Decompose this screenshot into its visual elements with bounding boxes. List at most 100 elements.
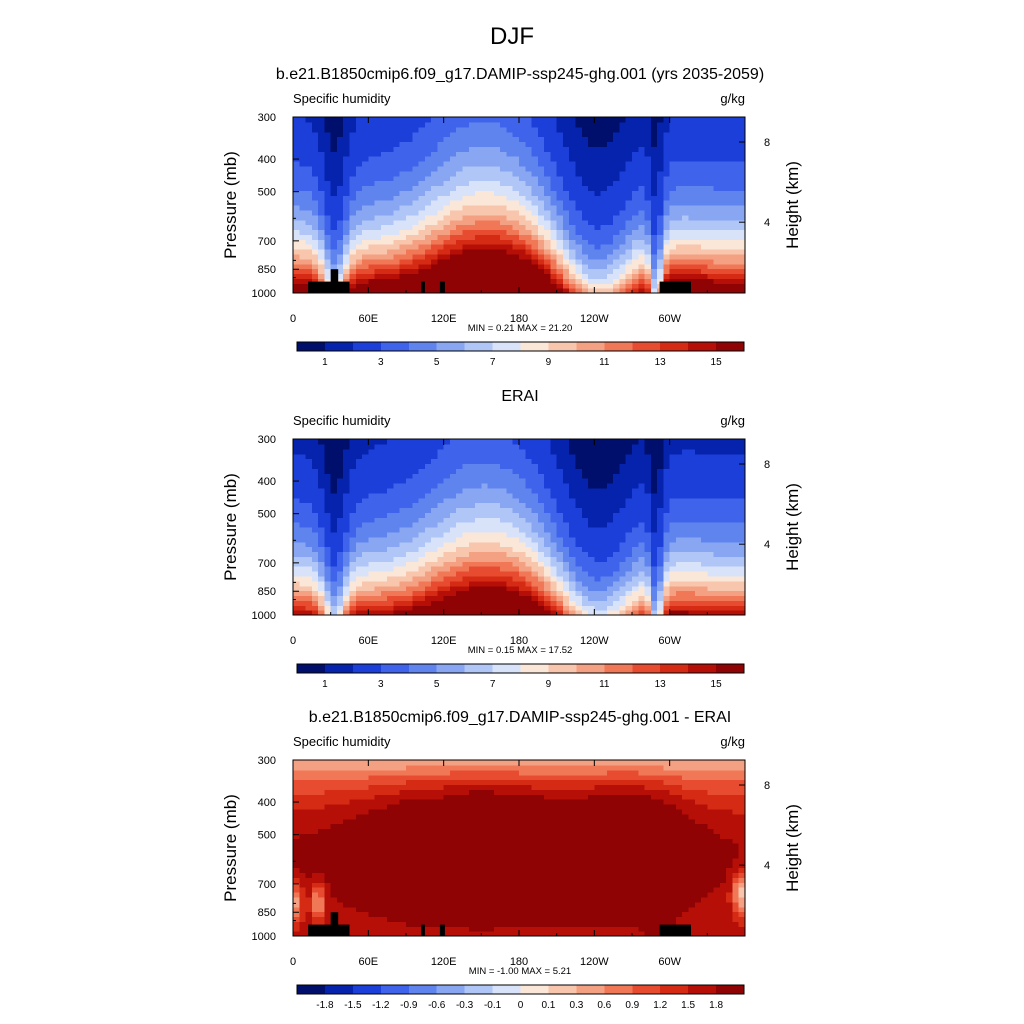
field-cell bbox=[594, 278, 602, 284]
field-cell bbox=[500, 283, 508, 289]
field-cell bbox=[663, 556, 671, 562]
field-cell bbox=[675, 161, 683, 167]
field-cell bbox=[355, 268, 363, 275]
field-cell bbox=[581, 175, 589, 182]
field-cell bbox=[493, 595, 501, 601]
field-cell bbox=[657, 117, 664, 123]
field-cell bbox=[594, 527, 602, 533]
field-cell bbox=[468, 151, 476, 157]
field-cell bbox=[519, 273, 526, 279]
field-cell bbox=[562, 219, 570, 226]
field-cell bbox=[512, 580, 520, 587]
field-cell bbox=[694, 556, 702, 562]
field-cell bbox=[418, 531, 426, 538]
field-cell bbox=[531, 473, 539, 479]
field-cell bbox=[299, 439, 307, 445]
field-cell bbox=[650, 141, 658, 147]
field-cell bbox=[393, 239, 401, 245]
field-cell bbox=[368, 536, 376, 543]
field-cell bbox=[299, 258, 307, 265]
field-cell bbox=[663, 561, 671, 567]
field-cell bbox=[318, 585, 325, 592]
field-cell bbox=[456, 283, 464, 289]
field-cell bbox=[613, 443, 621, 450]
colorbar bbox=[297, 342, 745, 351]
field-cell bbox=[506, 205, 514, 211]
field-cell bbox=[437, 175, 445, 182]
field-cell bbox=[562, 234, 570, 240]
field-cell bbox=[324, 121, 332, 128]
field-cell bbox=[487, 463, 495, 469]
field-cell bbox=[299, 244, 307, 250]
field-cell bbox=[305, 244, 313, 250]
field-cell bbox=[318, 448, 325, 455]
field-cell bbox=[305, 463, 313, 469]
field-cell bbox=[537, 575, 545, 582]
field-cell bbox=[675, 531, 683, 538]
field-cell bbox=[644, 151, 652, 157]
field-cell bbox=[299, 487, 307, 494]
field-cell bbox=[606, 258, 614, 265]
field-cell bbox=[355, 566, 363, 572]
field-cell bbox=[588, 141, 595, 147]
field-cell bbox=[412, 229, 420, 235]
field-cell bbox=[374, 531, 382, 538]
field-cell bbox=[556, 541, 564, 548]
field-cell bbox=[531, 541, 539, 548]
field-cell bbox=[393, 561, 401, 567]
field-cell bbox=[600, 507, 608, 513]
field-cell bbox=[311, 200, 319, 206]
field-cell bbox=[581, 288, 589, 294]
field-cell bbox=[293, 263, 300, 270]
field-cell bbox=[456, 571, 464, 577]
field-cell bbox=[619, 288, 627, 294]
field-cell bbox=[657, 151, 664, 157]
field-cell bbox=[675, 473, 683, 479]
field-cell bbox=[355, 527, 363, 533]
field-cell bbox=[531, 443, 539, 450]
field-cell bbox=[682, 561, 690, 567]
field-cell bbox=[387, 273, 395, 279]
field-cell bbox=[544, 239, 551, 245]
field-cell bbox=[525, 253, 533, 260]
field-cell bbox=[732, 141, 740, 147]
field-cell bbox=[305, 151, 313, 157]
field-cell bbox=[544, 468, 551, 474]
field-cell bbox=[324, 131, 332, 138]
field-cell bbox=[688, 146, 696, 152]
field-cell bbox=[694, 190, 702, 196]
field-cell bbox=[550, 156, 558, 162]
field-cell bbox=[412, 610, 420, 616]
field-cell bbox=[343, 161, 351, 167]
field-cell bbox=[299, 517, 307, 523]
field-cell bbox=[694, 258, 702, 265]
field-cell bbox=[512, 571, 520, 577]
field-cell bbox=[424, 263, 432, 270]
field-cell bbox=[588, 531, 595, 538]
field-cell bbox=[738, 268, 746, 275]
field-cell bbox=[506, 180, 514, 187]
field-cell bbox=[506, 121, 514, 128]
field-cell bbox=[650, 458, 658, 465]
field-cell bbox=[581, 253, 589, 260]
field-cell bbox=[299, 566, 307, 572]
field-cell bbox=[713, 180, 721, 187]
field-cell bbox=[675, 575, 683, 582]
field-cell bbox=[349, 458, 357, 465]
field-cell bbox=[293, 595, 300, 601]
field-cell bbox=[525, 268, 533, 275]
field-cell bbox=[418, 585, 426, 592]
field-cell bbox=[318, 483, 325, 489]
field-cell bbox=[619, 278, 627, 284]
field-cell bbox=[336, 575, 344, 582]
field-cell bbox=[393, 288, 401, 294]
field-cell bbox=[393, 219, 401, 226]
field-cell bbox=[606, 473, 614, 479]
field-cell bbox=[493, 234, 501, 240]
field-cell bbox=[638, 263, 646, 270]
field-cell bbox=[719, 249, 727, 255]
field-cell bbox=[613, 131, 621, 138]
field-cell bbox=[556, 517, 564, 523]
field-cell bbox=[594, 522, 602, 528]
field-cell bbox=[632, 531, 639, 538]
